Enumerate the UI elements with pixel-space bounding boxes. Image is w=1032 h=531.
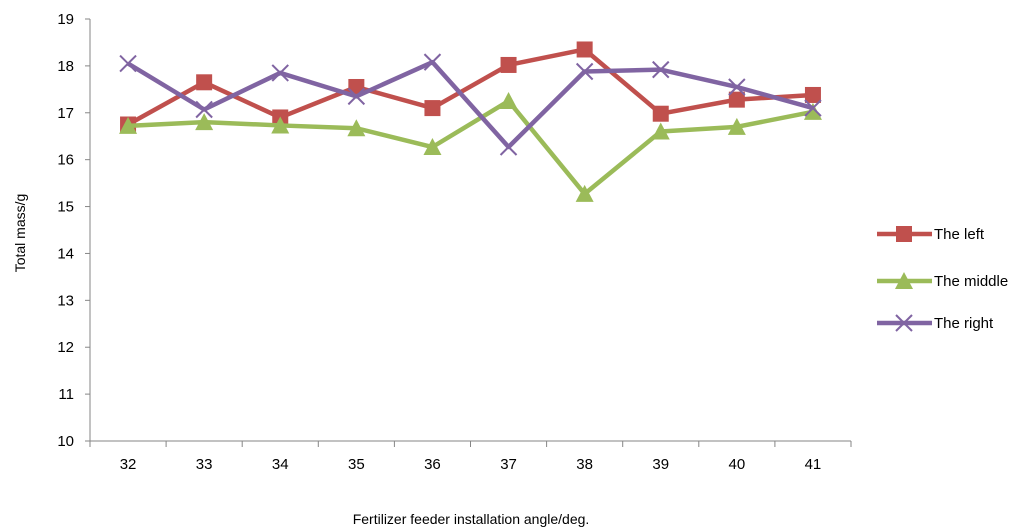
data-point [499, 92, 518, 110]
y-tick-label: 12 [57, 339, 74, 356]
data-point [651, 122, 670, 140]
series-2 [119, 92, 822, 202]
data-point [196, 74, 213, 91]
data-point [576, 41, 593, 58]
data-point [575, 62, 594, 81]
data-point [195, 100, 213, 119]
x-tick-label: 34 [272, 456, 289, 473]
data-point [119, 54, 137, 73]
series-1 [120, 41, 821, 133]
legend-label: The right [934, 315, 994, 332]
y-tick-label: 14 [57, 245, 74, 262]
data-point [728, 78, 746, 96]
legend-marker [895, 272, 913, 289]
legend-marker [896, 226, 912, 242]
data-point [575, 184, 594, 202]
x-tick-label: 38 [576, 456, 593, 473]
y-tick-label: 10 [57, 433, 74, 450]
legend-marker [895, 314, 913, 332]
data-point [803, 102, 822, 120]
data-point [347, 87, 366, 106]
data-point [499, 138, 518, 156]
x-tick-label: 36 [424, 456, 441, 473]
data-point [804, 86, 821, 103]
y-tick-label: 11 [58, 386, 74, 403]
data-point [652, 60, 670, 79]
legend-label: The middle [934, 273, 1008, 290]
legend-item: The right [877, 314, 994, 332]
legend-item: The middle [877, 272, 1008, 290]
x-tick-label: 33 [196, 456, 213, 473]
data-point [727, 117, 746, 135]
x-tick-label: 32 [120, 456, 137, 473]
y-tick-label: 15 [57, 199, 74, 216]
legend-item: The left [877, 226, 985, 243]
x-axis-title: Fertilizer feeder installation angle/deg… [353, 511, 590, 527]
series-line [126, 59, 814, 150]
y-tick-label: 18 [57, 58, 74, 75]
data-point [423, 53, 442, 71]
series-3 [119, 53, 822, 156]
y-tick-label: 17 [57, 105, 74, 122]
data-point [347, 119, 366, 137]
x-tick-label: 37 [500, 456, 517, 473]
y-tick-label: 16 [57, 152, 74, 169]
series-line [127, 98, 814, 197]
axes: 10 11 12 13 14 15 16 17 18 19 32 33 34 35 36 37 38 39 40 41 [57, 11, 852, 473]
legend-label: The left [934, 226, 985, 243]
x-tick-label: 40 [729, 456, 746, 473]
y-tick-label: 13 [57, 292, 74, 309]
data-point [804, 99, 822, 117]
series-line [126, 47, 814, 127]
data-point [728, 91, 745, 108]
y-tick-label: 19 [57, 11, 74, 28]
data-point [271, 116, 290, 134]
series-layer [119, 41, 822, 202]
x-tick-label: 39 [652, 456, 669, 473]
data-point [195, 113, 214, 131]
legend: The left The middle The right [877, 226, 1008, 332]
data-point [423, 138, 442, 156]
x-tick-label: 35 [348, 456, 365, 473]
data-point [424, 100, 441, 117]
data-point [119, 116, 138, 134]
data-point [652, 105, 669, 122]
x-tick-label: 41 [805, 456, 822, 473]
y-axis-title: Total mass/g [12, 194, 28, 273]
data-point [500, 56, 517, 73]
data-point [271, 64, 289, 82]
